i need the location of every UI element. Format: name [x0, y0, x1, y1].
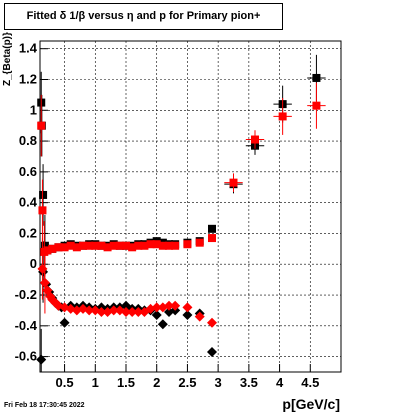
data-point: [158, 241, 167, 250]
data-point: [122, 241, 130, 250]
data-point: [37, 121, 46, 130]
data-point: [278, 112, 287, 121]
data-point: [151, 302, 162, 313]
data-point: [312, 73, 321, 82]
data-point: [134, 241, 143, 250]
data-point: [170, 300, 181, 311]
x-axis-label: p[GeV/c]: [282, 396, 340, 412]
data-point: [229, 178, 238, 187]
y-tick-label: 0: [30, 256, 37, 271]
data-point: [146, 240, 155, 249]
data-point: [79, 241, 87, 250]
data-point: [182, 310, 193, 321]
y-tick-label: 0.6: [19, 164, 37, 179]
y-tick-label: 0.8: [19, 133, 37, 148]
data-point: [96, 306, 107, 317]
data-point: [152, 240, 161, 249]
data-point: [97, 241, 106, 250]
data-point: [43, 246, 52, 255]
x-tick-label: 0.5: [56, 375, 74, 390]
data-point: [48, 244, 57, 253]
x-tick-label: 1: [92, 375, 99, 390]
data-point: [183, 240, 192, 249]
y-tick-label: 1.2: [19, 71, 37, 86]
y-tick-label: 1.4: [19, 41, 38, 56]
data-point: [171, 241, 180, 250]
data-point: [85, 241, 94, 250]
x-tick-label: 2.5: [178, 375, 196, 390]
data-point: [195, 238, 204, 247]
data-point: [60, 243, 69, 252]
data-point: [103, 243, 112, 252]
x-tick-label: 3: [215, 375, 222, 390]
y-tick-label: -0.4: [15, 318, 38, 333]
y-tick-label: 1: [30, 102, 37, 117]
x-tick-label: 2: [153, 375, 160, 390]
y-tick-label: 0.4: [19, 195, 38, 210]
x-tick-label: 4: [276, 375, 284, 390]
data-point: [165, 241, 173, 250]
data-point: [40, 241, 49, 250]
data-point: [39, 190, 48, 199]
y-tick-label: -0.6: [15, 349, 37, 364]
data-point: [208, 234, 216, 243]
x-tick-label: 1.5: [117, 375, 135, 390]
data-point: [128, 243, 137, 252]
data-point: [312, 101, 321, 110]
data-point: [38, 206, 47, 215]
data-point: [207, 346, 217, 357]
y-tick-label: -0.2: [15, 287, 37, 302]
data-point: [127, 306, 138, 317]
y-tick-label: 0.2: [19, 225, 37, 240]
x-tick-label: 4.5: [301, 375, 319, 390]
data-point: [157, 319, 168, 330]
chart-title: Fitted δ 1/β versus η and p for Primary …: [26, 10, 261, 22]
data-point: [54, 243, 63, 252]
data-point: [140, 241, 149, 250]
data-point: [207, 317, 217, 328]
data-point: [151, 310, 162, 321]
data-point: [164, 300, 174, 311]
data-point: [108, 305, 119, 316]
timestamp: Fri Feb 18 17:30:45 2022: [4, 402, 85, 409]
data-point: [121, 306, 131, 317]
data-point: [208, 224, 216, 233]
data-point: [109, 241, 118, 250]
data-point: [39, 277, 50, 288]
data-point: [182, 302, 193, 313]
plot-frame: [39, 40, 342, 373]
x-tick-label: 3.5: [240, 375, 258, 390]
y-axis-label: Z_{Beta(p)}: [2, 32, 13, 86]
data-point: [251, 135, 259, 144]
chart-title-box: Fitted δ 1/β versus η and p for Primary …: [4, 3, 283, 30]
data-point: [59, 317, 70, 328]
data-point: [91, 241, 100, 250]
data-point: [194, 311, 205, 322]
data-point: [115, 241, 124, 250]
data-point: [36, 354, 47, 365]
data-point: [66, 241, 75, 250]
data-point: [72, 243, 81, 252]
data-point: [133, 306, 144, 317]
data-point: [84, 305, 95, 316]
